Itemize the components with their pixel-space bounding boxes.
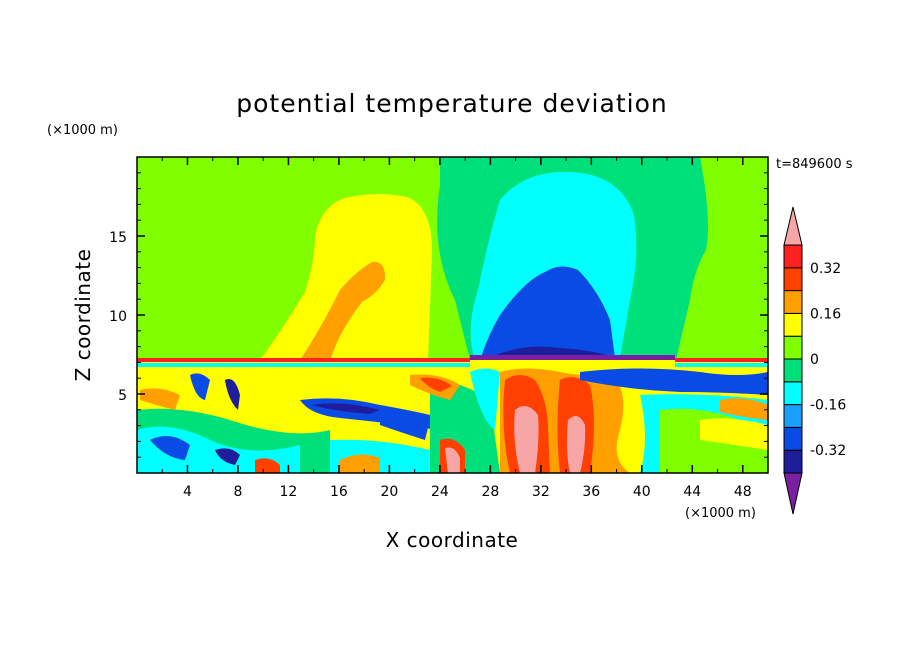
colorbar-swatch: [783, 290, 803, 314]
x-tick-label: 20: [380, 484, 398, 500]
colorbar-tick-label: 0: [810, 352, 819, 368]
contour-region: [566, 416, 586, 473]
colorbar: 0.32 0.16 0 -0.16 -0.32: [783, 206, 846, 515]
colorbar-swatch: [783, 358, 803, 383]
colorbar-tick-label: -0.16: [810, 398, 846, 414]
z-tick-label: 10: [109, 309, 127, 325]
colorbar-swatch: [783, 381, 803, 406]
colorbar-swatch: [783, 335, 803, 360]
colorbar-swatch: [783, 244, 803, 269]
contour-region: [445, 447, 460, 473]
z-unit-label: (×1000 m): [47, 123, 118, 138]
x-tick-label: 28: [481, 484, 499, 500]
x-tick-label: 24: [431, 484, 449, 500]
contour-region: [470, 368, 500, 430]
x-tick-label: 32: [532, 484, 550, 500]
contour-region: [675, 363, 768, 367]
contour-region: [137, 363, 470, 367]
colorbar-tick-label: -0.32: [810, 443, 846, 459]
chart-title: potential temperature deviation: [236, 89, 667, 118]
contour-region: [720, 398, 768, 420]
colorbar-max-arrow: [783, 206, 803, 246]
contour-region: [437, 157, 480, 360]
contour-region: [340, 454, 380, 473]
x-tick-label: 16: [330, 484, 348, 500]
time-label: t=849600 s: [776, 157, 853, 172]
contour-region: [137, 358, 470, 362]
contour-plot-area: [136, 156, 769, 474]
x-tick-label: 48: [734, 484, 752, 500]
x-tick-label: 40: [633, 484, 651, 500]
contour-region: [215, 448, 240, 465]
colorbar-min-arrow: [783, 472, 803, 515]
contour-region: [310, 403, 380, 414]
contour-region: [480, 266, 615, 360]
contour-region: [225, 379, 240, 410]
contour-region: [700, 418, 768, 450]
x-tick-label: 36: [582, 484, 600, 500]
contour-region: [300, 261, 386, 360]
z-tick-label: 5: [118, 388, 127, 404]
x-tick-label: 44: [683, 484, 701, 500]
contour-region: [150, 436, 190, 460]
x-unit-label: (×1000 m): [685, 506, 756, 521]
contour-region: [420, 377, 452, 392]
contour-region: [675, 358, 768, 362]
colorbar-swatch: [783, 312, 803, 337]
z-axis: 5 10 15: [109, 172, 768, 458]
x-axis: 4 8 12 16 20 24 28 32 36 40 44 48: [161, 157, 752, 500]
colorbar-swatch: [783, 426, 803, 451]
x-tick-label: 12: [280, 484, 298, 500]
contour-fill: [137, 157, 768, 473]
contour-region: [470, 355, 675, 362]
contour-region: [580, 368, 768, 395]
x-tick-label: 4: [183, 484, 192, 500]
x-axis-label: X coordinate: [386, 528, 519, 552]
colorbar-tick-label: 0.16: [810, 306, 841, 322]
contour-region: [260, 194, 432, 360]
x-tick-label: 8: [233, 484, 242, 500]
z-tick-label: 15: [109, 230, 127, 246]
contour-region: [255, 458, 280, 473]
contour-region: [140, 388, 180, 410]
colorbar-swatch: [783, 267, 803, 292]
contour-region: [514, 406, 539, 473]
contour-region: [380, 410, 430, 440]
colorbar-swatch: [783, 404, 803, 428]
z-axis-label: Z coordinate: [71, 249, 95, 382]
colorbar-swatch: [783, 449, 803, 474]
colorbar-tick-label: 0.32: [810, 261, 841, 277]
contour-region: [190, 373, 210, 400]
